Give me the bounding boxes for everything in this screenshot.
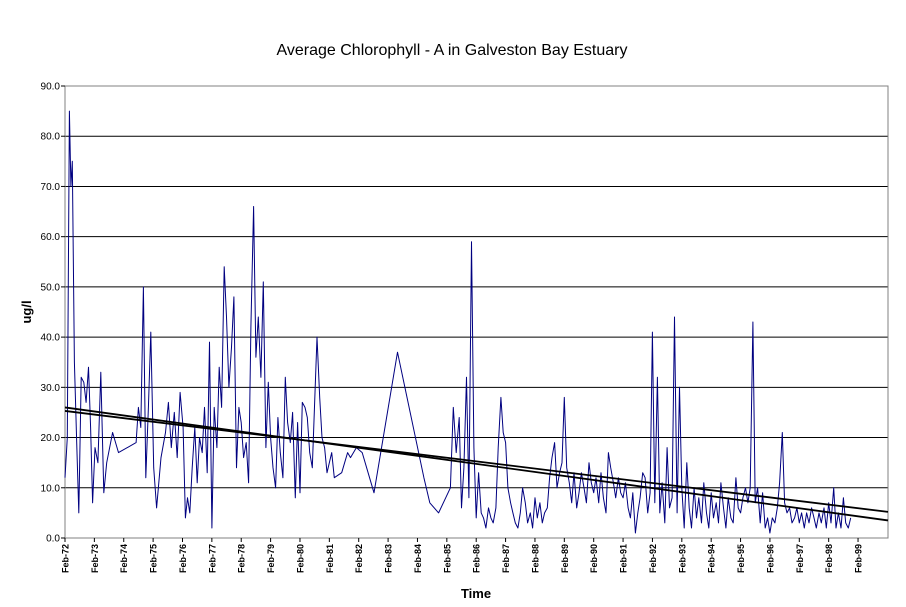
- x-tick-label: Feb-96: [765, 544, 775, 573]
- x-tick-label: Feb-75: [149, 544, 159, 573]
- x-axis-ticks: Feb-72 Feb-73 Feb-74 Feb-75 Feb-76 Feb-77 Feb-…: [61, 538, 864, 573]
- x-tick-label: Feb-74: [119, 544, 129, 573]
- x-tick-label: Feb-80: [295, 544, 305, 573]
- x-tick-label: Feb-82: [354, 544, 364, 573]
- x-tick-label: Feb-73: [90, 544, 100, 573]
- y-tick-label: 30.0: [41, 383, 61, 394]
- x-tick-label: Feb-72: [61, 544, 71, 573]
- x-tick-label: Feb-79: [266, 544, 276, 573]
- chart-title: Average Chlorophyll - A in Galveston Bay…: [277, 42, 628, 59]
- x-tick-label: Feb-78: [237, 544, 247, 573]
- series-layer: [64, 110, 852, 534]
- y-tick-label: 40.0: [41, 333, 61, 344]
- x-axis-label: Time: [461, 586, 491, 601]
- x-tick-label: Feb-85: [442, 544, 452, 573]
- x-tick-label: Feb-87: [501, 544, 511, 573]
- y-tick-label: 90.0: [41, 82, 61, 93]
- y-tick-label: 50.0: [41, 282, 61, 293]
- plot-area: [64, 85, 889, 539]
- x-tick-label: Feb-93: [677, 544, 687, 573]
- trendline: [64, 406, 889, 522]
- x-tick-label: Feb-88: [530, 544, 540, 573]
- x-tick-label: Feb-84: [413, 544, 423, 573]
- x-tick-label: Feb-99: [854, 544, 864, 573]
- x-tick-label: Feb-77: [207, 544, 217, 573]
- trendline-layer: [64, 406, 889, 522]
- y-tick-label: 70.0: [41, 182, 61, 193]
- y-axis-ticks: 0.0 10.0 20.0 30.0 40.0 50.0 60.0 70.0 80.0 90.0: [41, 82, 65, 545]
- y-tick-label: 80.0: [41, 132, 61, 143]
- y-tick-label: 60.0: [41, 232, 61, 243]
- gridlines: [65, 135, 888, 489]
- x-tick-label: Feb-83: [384, 544, 394, 573]
- x-tick-label: Feb-95: [736, 544, 746, 573]
- y-tick-label: 20.0: [41, 433, 61, 444]
- x-tick-label: Feb-86: [472, 544, 482, 573]
- x-tick-label: Feb-97: [795, 544, 805, 573]
- x-tick-label: Feb-81: [325, 544, 335, 573]
- x-tick-label: Feb-76: [178, 544, 188, 573]
- trendline: [64, 410, 889, 513]
- x-tick-label: Feb-92: [648, 544, 658, 573]
- x-tick-label: Feb-89: [560, 544, 570, 573]
- x-tick-label: Feb-98: [824, 544, 834, 573]
- x-tick-label: Feb-91: [619, 544, 629, 573]
- y-axis-label: ug/l: [19, 300, 34, 323]
- y-tick-label: 0.0: [46, 534, 60, 545]
- series-line: [64, 110, 852, 534]
- x-tick-label: Feb-90: [589, 544, 599, 573]
- y-tick-label: 10.0: [41, 483, 61, 494]
- x-tick-label: Feb-94: [707, 544, 717, 573]
